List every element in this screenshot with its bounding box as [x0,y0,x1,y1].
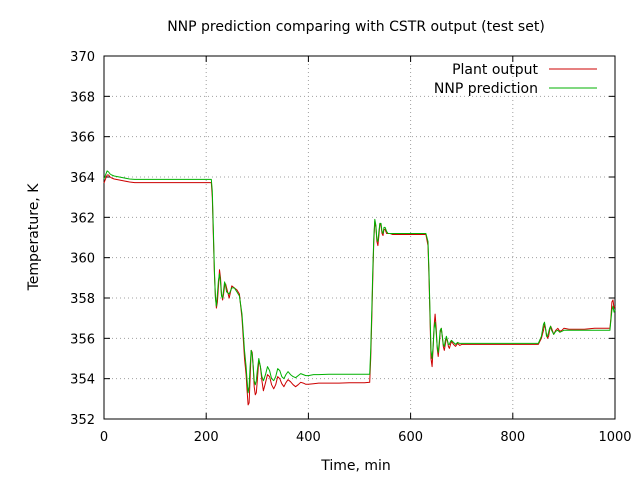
x-tick-label: 0 [100,430,108,445]
series-line-nnp-prediction [103,170,616,394]
grid [104,56,615,419]
y-tick-label: 360 [70,252,95,267]
axis-ticks: 0 200 400 600 800 1000 352 354 356 358 360 362 364 36… [70,50,631,445]
legend: Plant output NNP prediction [434,62,597,97]
x-tick-label: 1000 [598,430,631,445]
plot-area-border [103,55,616,420]
x-tick-label: 200 [194,430,219,445]
x-axis-label: Time, min [320,458,391,474]
y-axis-label: Temperature, K [26,183,42,292]
series-lines [103,170,616,406]
y-tick-label: 362 [70,211,95,226]
y-tick-label: 370 [70,50,95,65]
y-tick-label: 368 [70,90,95,105]
y-tick-label: 366 [70,131,95,146]
chart-title: NNP prediction comparing with CSTR outpu… [167,19,545,35]
x-tick-label: 800 [500,430,525,445]
legend-label-plant-output: Plant output [452,62,538,78]
series-line-plant-output [103,174,616,406]
x-tick-label: 400 [296,430,321,445]
y-tick-label: 356 [70,332,95,347]
y-tick-label: 358 [70,292,95,307]
legend-label-nnp-prediction: NNP prediction [434,81,538,97]
y-tick-label: 354 [70,373,95,388]
x-tick-label: 600 [398,430,423,445]
y-tick-label: 364 [70,171,95,186]
y-tick-label: 352 [70,413,95,428]
